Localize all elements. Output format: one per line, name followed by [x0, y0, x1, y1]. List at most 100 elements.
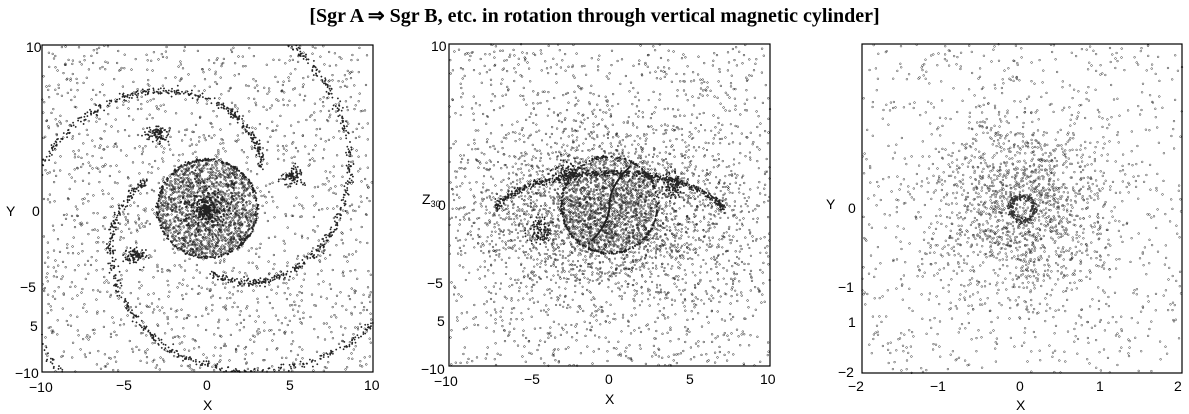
scatter-point: [96, 114, 99, 117]
scatter-point: [76, 89, 79, 92]
scatter-point: [313, 102, 317, 105]
scatter-point: [83, 353, 87, 356]
scatter-point: [342, 196, 345, 199]
scatter-point: [230, 231, 233, 234]
scatter-point: [249, 182, 252, 184]
scatter-point: [233, 182, 236, 185]
scatter-point: [328, 283, 332, 286]
scatter-point: [147, 293, 150, 296]
scatter-point: [258, 246, 261, 250]
scatter-point: [269, 135, 272, 138]
scatter-point: [228, 206, 231, 209]
scatter-point: [229, 122, 232, 126]
scatter-point: [259, 277, 262, 280]
scatter-point: [225, 275, 228, 277]
scatter-point: [215, 184, 218, 187]
scatter-point: [163, 195, 167, 198]
scatter-point: [292, 363, 295, 366]
scatter-point: [119, 323, 122, 327]
scatter-point: [294, 265, 297, 268]
scatter-point: [221, 190, 225, 194]
scatter-point: [187, 233, 190, 236]
scatter-point: [244, 353, 247, 356]
scatter-point: [194, 221, 197, 224]
scatter-point: [230, 212, 233, 215]
scatter-point: [227, 223, 231, 226]
scatter-point: [201, 167, 204, 170]
scatter-point: [60, 45, 64, 49]
scatter-point: [87, 171, 91, 175]
scatter-point: [208, 231, 211, 234]
scatter-point: [206, 191, 210, 194]
scatter-point: [112, 220, 115, 223]
scatter-point: [177, 168, 180, 171]
scatter-point: [183, 249, 186, 252]
scatter-point: [234, 103, 237, 107]
scatter-point: [142, 127, 145, 130]
scatter-point: [151, 165, 154, 169]
scatter-point: [123, 301, 126, 303]
scatter-point: [156, 263, 159, 267]
scatter-point: [70, 281, 74, 284]
scatter-point: [237, 195, 240, 198]
scatter-point: [221, 239, 224, 242]
scatter-point: [195, 176, 198, 179]
scatter-point: [335, 154, 339, 157]
scatter-point: [354, 268, 357, 272]
scatter-point: [219, 224, 222, 227]
scatter-point: [53, 200, 56, 203]
scatter-point: [253, 144, 256, 147]
scatter-point: [289, 55, 292, 58]
scatter-point: [179, 184, 182, 188]
scatter-point: [195, 249, 198, 252]
scatter-point: [42, 75, 45, 78]
scatter-point: [154, 366, 157, 369]
scatter-point: [344, 200, 347, 203]
scatter-point: [328, 87, 331, 90]
scatter-point: [203, 167, 206, 170]
scatter-point: [343, 345, 346, 348]
scatter-point: [190, 206, 193, 209]
scatter-point: [338, 130, 341, 133]
scatter-point: [188, 257, 191, 261]
scatter-point: [349, 218, 353, 221]
scatter-point: [136, 96, 139, 99]
scatter-point: [222, 102, 225, 105]
scatter-point: [214, 80, 217, 84]
scatter-point: [345, 129, 348, 132]
scatter-point: [319, 243, 322, 246]
scatter-point: [198, 116, 202, 119]
scatter-point: [206, 222, 209, 225]
scatter-point: [261, 152, 264, 155]
scatter-point: [252, 211, 255, 214]
scatter-point: [275, 272, 278, 275]
scatter-point: [151, 116, 154, 120]
scatter-point: [299, 215, 302, 218]
scatter-point: [163, 181, 166, 184]
scatter-point: [238, 174, 241, 177]
scatter-point: [308, 115, 312, 118]
scatter-point: [186, 162, 189, 165]
scatter-point: [176, 197, 179, 200]
scatter-point: [165, 178, 168, 181]
scatter-point: [62, 132, 65, 135]
scatter-panel-left: −10 −5 0 5 10 10 0 −5 5 −10 Y X: [6, 39, 380, 413]
scatter-point: [228, 229, 231, 232]
scatter-point: [73, 105, 77, 109]
scatter-point: [188, 162, 191, 165]
scatter-point: [81, 250, 84, 253]
scatter-point: [193, 202, 196, 205]
scatter-point: [46, 172, 49, 175]
scatter-point: [351, 173, 353, 176]
scatter-point: [271, 365, 274, 368]
scatter-point: [229, 296, 232, 300]
scatter-point: [171, 247, 175, 251]
scatter-point: [332, 207, 335, 210]
scatter-point: [202, 169, 205, 172]
scatter-point: [69, 88, 73, 91]
scatter-point: [227, 176, 230, 179]
scatter-point: [214, 171, 217, 175]
scatter-point: [215, 215, 219, 218]
scatter-point: [109, 252, 112, 255]
scatter-point: [204, 252, 207, 255]
